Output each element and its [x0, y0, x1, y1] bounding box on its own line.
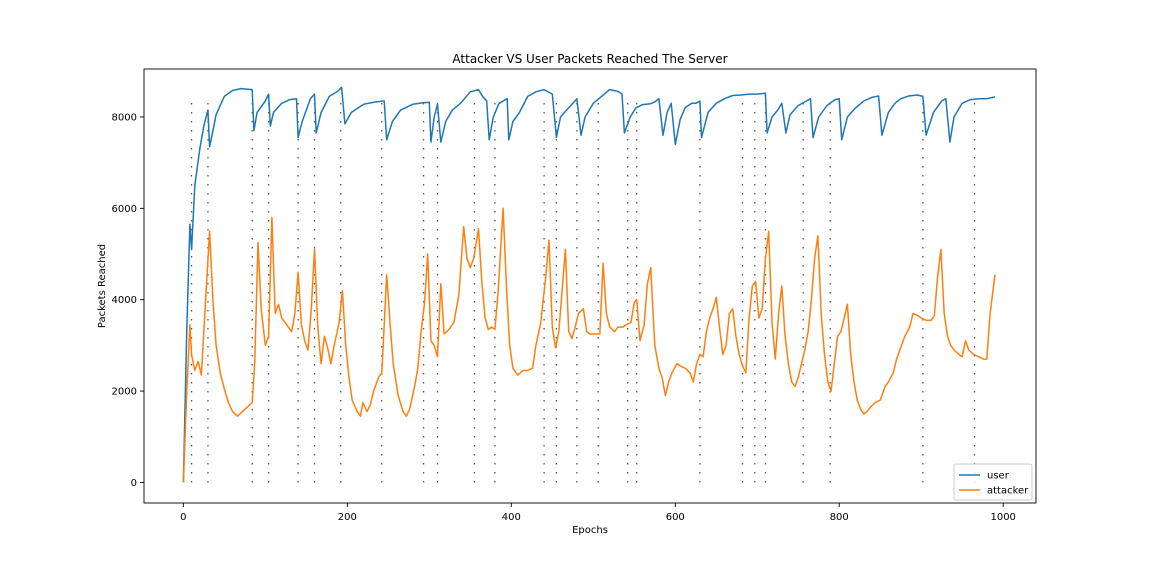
- series-lines: [182, 86, 996, 483]
- y-tick-label: 4000: [112, 295, 137, 306]
- legend-label-user: user: [987, 471, 1010, 482]
- legend-box: [953, 463, 1033, 501]
- legend: user attacker: [953, 463, 1033, 501]
- y-tick-label: 8000: [112, 112, 137, 123]
- x-tick-label: 600: [666, 512, 685, 523]
- x-tick-label: 0: [180, 512, 186, 523]
- y-axis-ticks: 0 2000 4000 6000 8000: [112, 112, 144, 489]
- y-tick-label: 2000: [112, 387, 137, 398]
- x-axis-label: Epochs: [572, 525, 608, 536]
- y-tick-label: 6000: [112, 204, 137, 215]
- event-markers: [190, 100, 976, 483]
- x-tick-label: 800: [830, 512, 849, 523]
- legend-label-attacker: attacker: [987, 486, 1029, 497]
- chart-title: Attacker VS User Packets Reached The Ser…: [452, 52, 727, 66]
- series-line-attacker: [182, 207, 996, 483]
- x-tick-label: 1000: [990, 512, 1015, 523]
- plot-area-frame: [143, 68, 1037, 504]
- y-tick-label: 0: [131, 478, 137, 489]
- series-line-user: [182, 86, 996, 483]
- x-tick-label: 200: [338, 512, 357, 523]
- x-tick-label: 400: [502, 512, 521, 523]
- y-axis-label: Packets Reached: [97, 244, 108, 328]
- x-axis-ticks: 0 200 400 600 800 1000: [180, 503, 1016, 523]
